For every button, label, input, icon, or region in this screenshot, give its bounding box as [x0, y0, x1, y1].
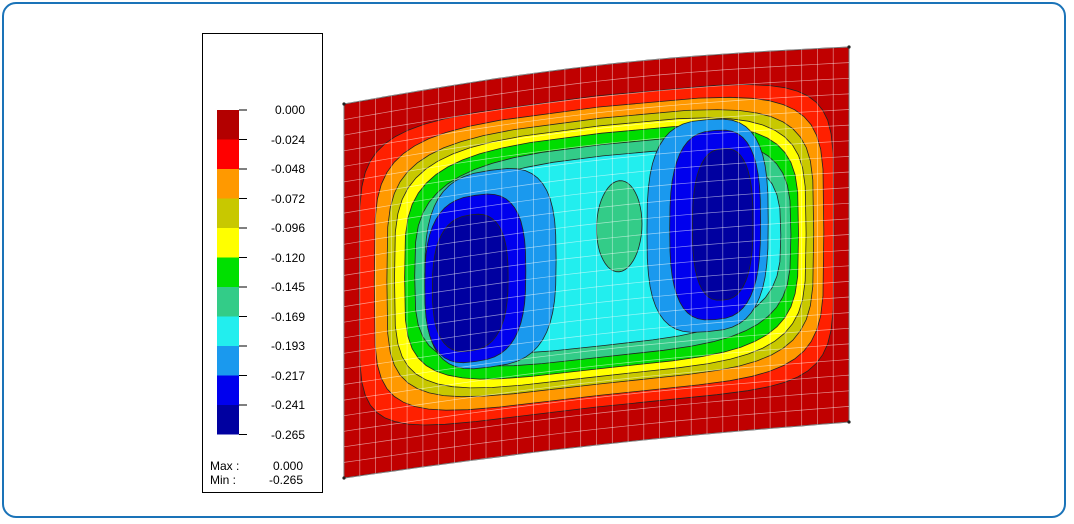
corner-node [342, 102, 346, 106]
color-legend: Max : 0.000 Min : -0.265 0.000 -0.024 -0.0… [202, 33, 323, 493]
mesh-grid [343, 46, 850, 479]
legend-swatch-10 [217, 405, 239, 435]
corner-node [847, 45, 851, 49]
legend-swatch-2 [217, 169, 239, 199]
legend-swatch-7 [217, 316, 239, 346]
legend-level-label: -0.120 [271, 250, 306, 265]
legend-level-label: 0.000 [275, 103, 306, 117]
legend-level-label: -0.024 [271, 132, 306, 147]
legend-max-value: 0.000 [273, 459, 304, 473]
legend-level-label: -0.217 [271, 368, 306, 383]
legend-level-label: -0.145 [271, 280, 306, 294]
legend-swatch-5 [217, 257, 239, 287]
legend-min-label: Min : [210, 473, 237, 487]
legend-swatch-3 [217, 198, 239, 228]
legend-level-label: -0.072 [271, 191, 306, 206]
corner-node [847, 420, 851, 424]
legend-level-label: -0.241 [271, 398, 306, 412]
legend-swatch-0 [217, 110, 239, 140]
legend-level-label: -0.193 [271, 339, 306, 353]
legend-level-label: -0.265 [271, 427, 306, 442]
legend-color-bar [217, 109, 247, 435]
corner-node [342, 476, 346, 480]
legend-swatch-6 [217, 287, 239, 317]
legend-swatch-8 [217, 346, 239, 376]
legend-level-label: -0.169 [271, 309, 306, 324]
legend-swatch-1 [217, 139, 239, 169]
legend-min-value: -0.265 [269, 473, 304, 487]
legend-max-label: Max : [210, 459, 240, 473]
legend-swatch-9 [217, 375, 239, 405]
legend-level-label: -0.048 [271, 162, 306, 176]
legend-swatch-4 [217, 228, 239, 258]
legend-level-label: -0.096 [271, 221, 306, 235]
